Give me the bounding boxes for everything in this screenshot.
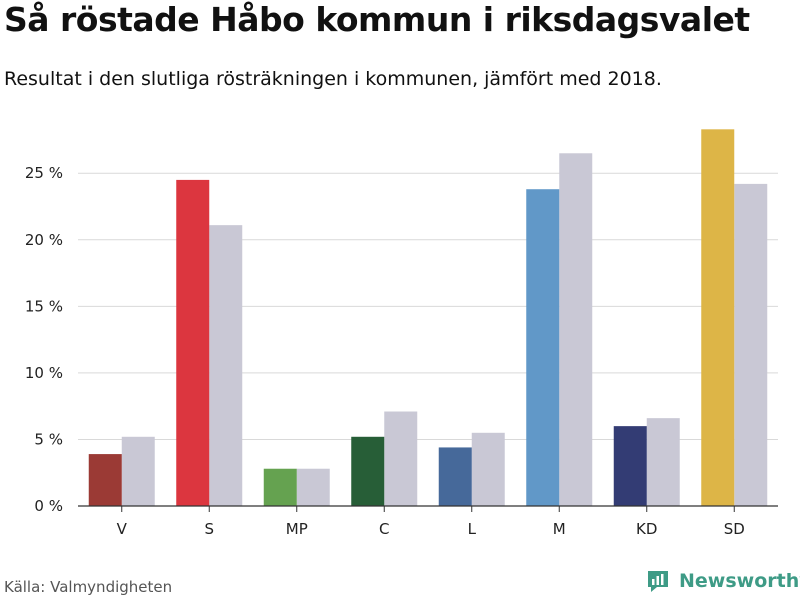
y-tick-label: 5 % — [34, 430, 63, 448]
x-tick-label: KD — [636, 520, 657, 538]
x-tick-label: M — [553, 520, 566, 538]
bar-2018-MP — [296, 468, 330, 506]
bar-2022-SD — [701, 129, 735, 506]
bar-2022-M — [526, 189, 560, 506]
bar-2022-KD — [613, 426, 647, 506]
x-tick-label: MP — [286, 520, 308, 538]
bar-2022-C — [351, 436, 385, 506]
y-tick-label: 20 % — [25, 231, 63, 249]
x-tick-label: L — [468, 520, 477, 538]
source-note: Källa: Valmyndigheten — [4, 578, 173, 596]
chart-title: Så röstade Håbo kommun i riksdagsvalet — [4, 0, 750, 39]
bar-2022-MP — [263, 468, 297, 506]
y-tick-label: 15 % — [25, 297, 63, 315]
x-tick-label: S — [204, 520, 214, 538]
bar-chart: 0 % 5 % 10 % 15 % 20 % 25 % V S MP C L M KD SD — [25, 129, 778, 538]
y-tick-label: 0 % — [34, 497, 63, 515]
bar-2022-V — [88, 454, 122, 506]
bar-2018-KD — [646, 418, 680, 506]
y-tick-label: 25 % — [25, 164, 63, 182]
bar-2018-V — [121, 436, 155, 506]
bar-2022-S — [176, 179, 210, 506]
bar-2018-S — [209, 225, 243, 506]
newsworthy-logo-icon — [648, 571, 668, 592]
bar-2022-L — [438, 447, 472, 506]
chart-subtitle: Resultat i den slutliga rösträkningen i … — [4, 68, 662, 90]
bar-2018-SD — [734, 183, 768, 506]
x-tick-label: C — [379, 520, 389, 538]
y-tick-label: 10 % — [25, 364, 63, 382]
brand-name: Newsworthy — [679, 570, 800, 592]
bar-2018-C — [384, 411, 418, 506]
brand-logo: Newsworthy — [645, 568, 800, 594]
bar-2018-M — [559, 153, 593, 506]
x-tick-label: SD — [724, 520, 745, 538]
bar-2018-L — [471, 432, 505, 506]
x-tick-label: V — [117, 520, 128, 538]
